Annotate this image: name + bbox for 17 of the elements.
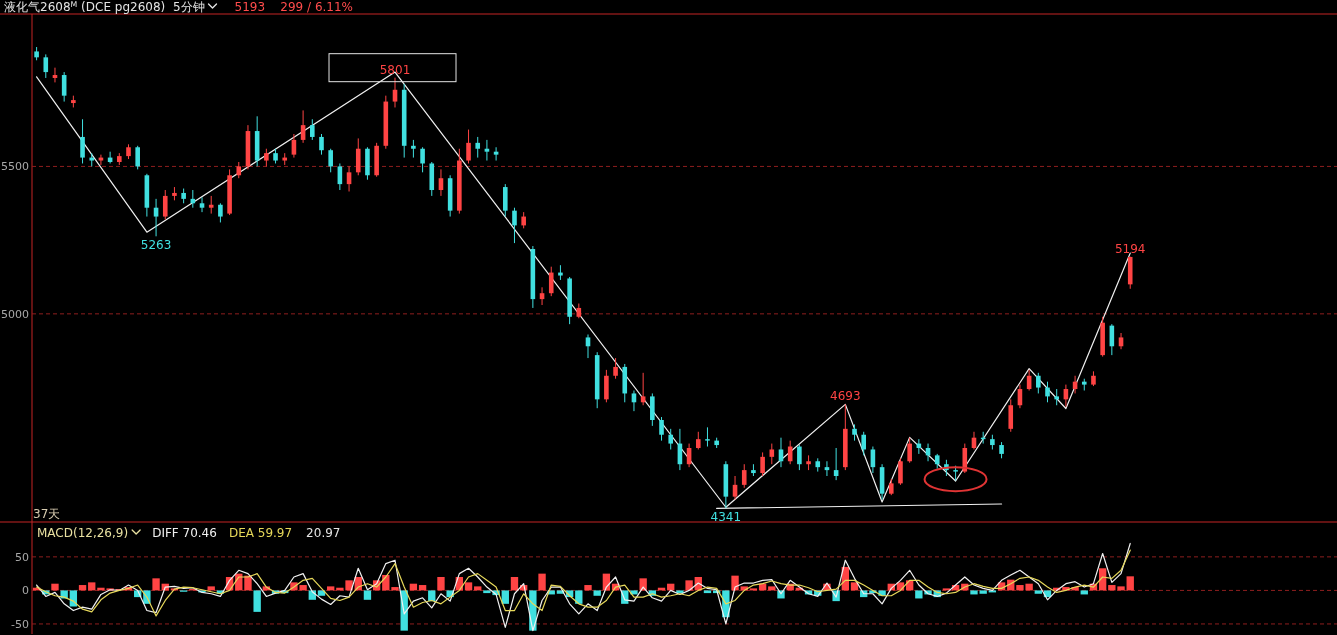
text: DEA 59.97 — [228, 526, 293, 540]
annotation: 4693 — [830, 389, 861, 404]
text: DIFF 70.46 — [152, 526, 217, 540]
annotation: 4341 — [710, 510, 742, 525]
chart-title: MACD(12,26,9) — [37, 526, 129, 540]
y-tick-label: 5500 — [1, 160, 29, 174]
y-tick-label: 50 — [15, 550, 29, 564]
annotation: 5194 — [1114, 241, 1146, 256]
annotation: 37天 — [33, 507, 61, 521]
annotation: 5801 — [379, 62, 411, 77]
y-tick-label: 0 — [22, 584, 29, 598]
annotation: 5263 — [140, 238, 172, 253]
y-tick-label: -50 — [11, 617, 29, 631]
chart-subtitle: 5193 299 / 6.11% — [234, 0, 354, 14]
annotation: 20.97 — [306, 526, 341, 540]
chart-title: 液化气2608$^{M}$ (DCE pg2608) 5分钟 — [4, 0, 205, 14]
y-tick-label: 5000 — [1, 307, 29, 321]
